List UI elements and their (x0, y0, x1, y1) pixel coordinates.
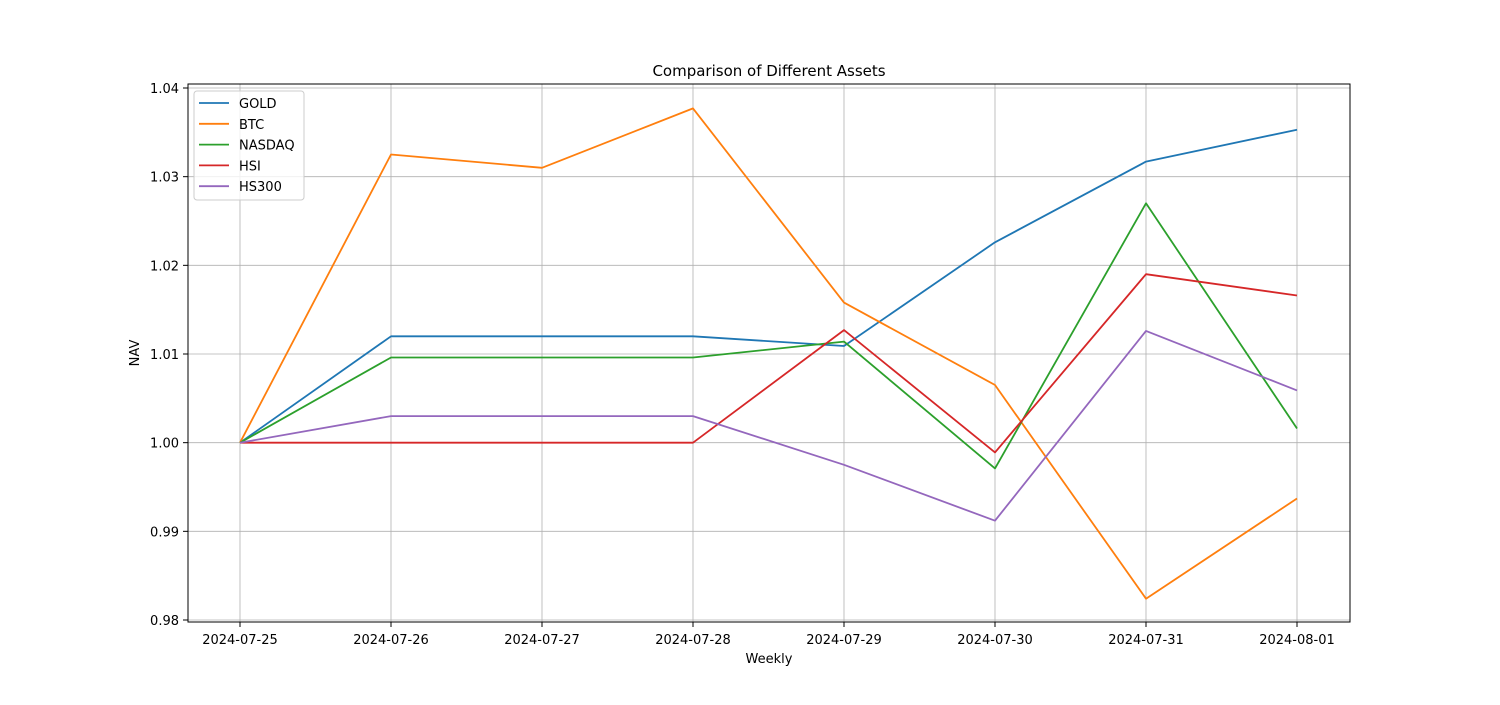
y-tick-label: 1.01 (150, 348, 179, 363)
x-tick-label: 2024-07-25 (202, 633, 278, 648)
series-line-nasdaq (239, 202, 1298, 470)
x-axis-label: Weekly (746, 652, 793, 667)
y-tick-label: 1.00 (150, 437, 179, 452)
legend-label-hsi: HSI (239, 159, 261, 174)
x-axis-ticks: 2024-07-25 2024-07-26 2024-07-27 2024-07-28… (202, 622, 1335, 648)
x-tick-label: 2024-07-27 (504, 633, 580, 648)
plot-frame (187, 83, 1351, 623)
series-line-gold (239, 128, 1298, 444)
legend-label-nasdaq: NASDAQ (239, 139, 295, 154)
y-tick-label: 1.02 (150, 259, 179, 274)
legend-box (193, 90, 305, 201)
series-lines (239, 107, 1298, 600)
series-line-hs300 (239, 329, 1298, 522)
legend-label-gold: GOLD (239, 97, 277, 112)
series-line-hsi (240, 273, 1298, 454)
y-tick-label: 0.98 (150, 614, 179, 629)
x-tick-label: 2024-07-28 (655, 633, 731, 648)
legend-label-btc: BTC (239, 118, 264, 133)
x-tick-label: 2024-07-30 (957, 633, 1033, 648)
y-tick-label: 1.04 (150, 82, 179, 97)
grid-lines (188, 84, 1350, 622)
legend-label-hs300: HS300 (239, 180, 282, 195)
legend: GOLD BTC NASDAQ HSI HS300 (193, 90, 305, 201)
x-tick-label: 2024-08-01 (1259, 633, 1335, 648)
series-line-btc (239, 107, 1298, 600)
y-tick-label: 1.03 (150, 171, 179, 186)
chart-title: Comparison of Different Assets (652, 62, 885, 80)
y-axis-ticks: 0.98 0.99 1.00 1.01 1.02 1.03 1.04 (150, 82, 188, 629)
x-tick-label: 2024-07-26 (353, 633, 429, 648)
y-axis-label: NAV (128, 340, 143, 367)
y-tick-label: 0.99 (150, 525, 179, 540)
x-tick-label: 2024-07-31 (1108, 633, 1184, 648)
x-tick-label: 2024-07-29 (806, 633, 882, 648)
